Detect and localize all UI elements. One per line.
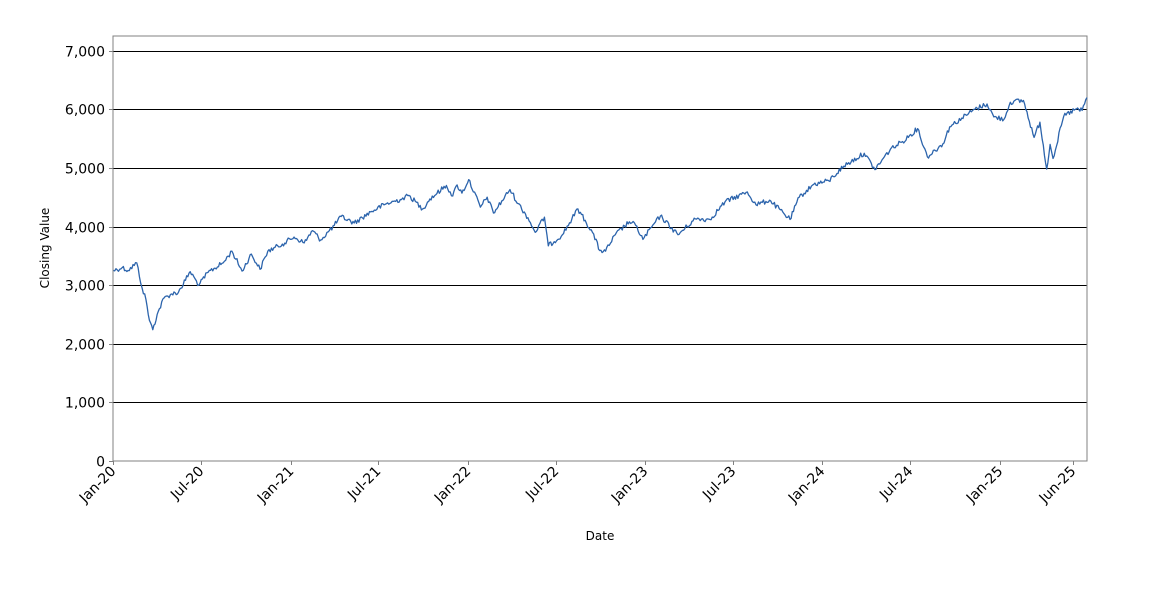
x-tick-label: Jan-23	[608, 464, 651, 507]
grid-lines	[113, 51, 1087, 403]
y-tick-label: 3,000	[65, 279, 105, 295]
y-tick-label: 5,000	[65, 162, 105, 178]
y-tick-label: 6,000	[65, 103, 105, 119]
y-tick-label: 7,000	[65, 45, 105, 61]
x-tick-label: Jan-25	[963, 464, 1006, 507]
y-tick-label: 1,000	[65, 396, 105, 412]
x-tick-label: Jun-25	[1036, 464, 1080, 508]
x-tick-label: Jan-21	[254, 464, 297, 507]
y-tick-label: 4,000	[65, 221, 105, 237]
x-tick-label: Jul-22	[522, 464, 562, 504]
y-tick-label: 0	[96, 455, 105, 471]
x-tick-label: Jan-24	[785, 463, 829, 507]
x-axis-title: Date	[586, 529, 615, 543]
series-layer	[113, 97, 1088, 331]
x-tick-label: Jul-21	[344, 464, 384, 504]
x-axis-ticks: Jan-20 Jul-20 Jan-21 Jul-21 Jan-22 Jul-22 Jan-…	[76, 461, 1079, 507]
x-tick-label: Jan-22	[431, 464, 474, 507]
y-axis-ticks: 0 1,000 2,000 3,000 4,000 5,000 6,000 7,000	[65, 45, 113, 471]
x-tick-label: Jul-23	[699, 464, 739, 504]
y-tick-label: 2,000	[65, 338, 105, 354]
x-tick-label: Jul-24	[876, 463, 916, 503]
y-axis-title: Closing Value	[38, 208, 52, 289]
x-tick-label: Jul-20	[167, 464, 207, 504]
series-line	[113, 97, 1088, 331]
plot-area	[112, 35, 1088, 462]
